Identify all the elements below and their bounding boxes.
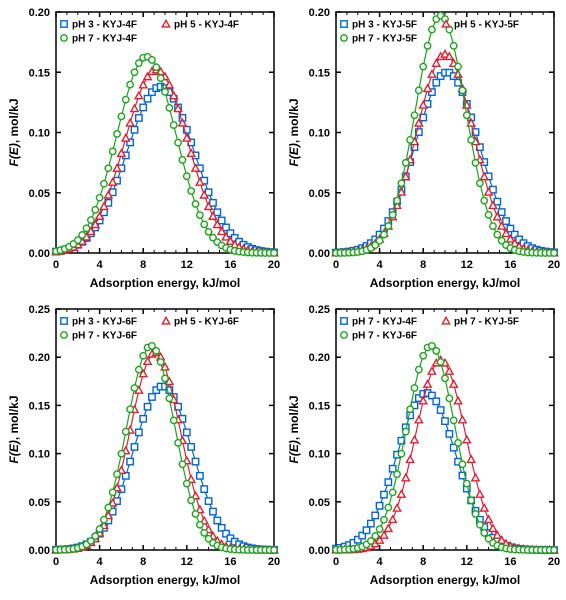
- svg-text:0.10: 0.10: [29, 128, 50, 140]
- svg-text:Adsorption energy, kJ/mol: Adsorption energy, kJ/mol: [370, 276, 520, 290]
- svg-text:16: 16: [224, 556, 236, 568]
- svg-text:12: 12: [181, 259, 193, 271]
- svg-text:Adsorption energy, kJ/mol: Adsorption energy, kJ/mol: [90, 573, 240, 587]
- svg-text:0: 0: [53, 556, 59, 568]
- svg-text:0.15: 0.15: [309, 400, 330, 412]
- svg-text:pH 5 - KYJ-4F: pH 5 - KYJ-4F: [174, 20, 239, 31]
- svg-text:8: 8: [140, 259, 146, 271]
- svg-text:20: 20: [548, 259, 560, 271]
- svg-text:pH 3 - KYJ-6F: pH 3 - KYJ-6F: [72, 317, 137, 328]
- svg-text:pH 7 - KYJ-5F: pH 7 - KYJ-5F: [454, 317, 519, 328]
- svg-text:pH 7 - KYJ-4F: pH 7 - KYJ-4F: [72, 34, 137, 45]
- svg-text:8: 8: [140, 556, 146, 568]
- svg-text:0.15: 0.15: [309, 67, 330, 79]
- svg-text:0.05: 0.05: [309, 188, 330, 200]
- chart-grid: 0 4 8 12 16 20 0.00 0.05 0.10 0.15 0.20 Adsorption …: [0, 0, 566, 600]
- svg-text:pH 3 - KYJ-5F: pH 3 - KYJ-5F: [352, 20, 417, 31]
- svg-text:20: 20: [548, 556, 560, 568]
- svg-text:F(E), mol/kJ: F(E), mol/kJ: [287, 98, 301, 166]
- svg-text:0.00: 0.00: [29, 545, 50, 557]
- svg-text:0.25: 0.25: [29, 304, 50, 316]
- svg-text:Adsorption energy, kJ/mol: Adsorption energy, kJ/mol: [370, 573, 520, 587]
- svg-text:12: 12: [181, 556, 193, 568]
- panel-bl-svg: 0 4 8 12 16 20 0.00 0.05 0.10 0.15 0.20 0.25 Adsorpt…: [4, 301, 282, 596]
- svg-text:pH 5 - KYJ-6F: pH 5 - KYJ-6F: [174, 317, 239, 328]
- panel-tr-svg: 0 4 8 12 16 20 0.00 0.05 0.10 0.15 0.20 Adsorption …: [284, 4, 562, 299]
- svg-text:0.15: 0.15: [29, 67, 50, 79]
- svg-text:16: 16: [224, 259, 236, 271]
- svg-text:0.20: 0.20: [29, 7, 50, 19]
- panel-br-svg: 0 4 8 12 16 20 0.00 0.05 0.10 0.15 0.20 0.25 Adsorpt…: [284, 301, 562, 596]
- svg-text:F(E), mol/kJ: F(E), mol/kJ: [287, 395, 301, 463]
- svg-text:20: 20: [268, 259, 280, 271]
- svg-text:12: 12: [461, 259, 473, 271]
- svg-text:20: 20: [268, 556, 280, 568]
- svg-text:pH 7 - KYJ-5F: pH 7 - KYJ-5F: [352, 34, 417, 45]
- svg-text:0.05: 0.05: [309, 497, 330, 509]
- svg-text:16: 16: [504, 259, 516, 271]
- svg-text:pH 5 - KYJ-5F: pH 5 - KYJ-5F: [454, 20, 519, 31]
- svg-text:8: 8: [420, 259, 426, 271]
- svg-text:4: 4: [97, 556, 104, 568]
- svg-text:0.15: 0.15: [29, 400, 50, 412]
- svg-text:Adsorption energy, kJ/mol: Adsorption energy, kJ/mol: [90, 276, 240, 290]
- svg-text:0.20: 0.20: [309, 7, 330, 19]
- svg-text:0.05: 0.05: [29, 188, 50, 200]
- svg-text:0: 0: [53, 259, 59, 271]
- svg-text:4: 4: [377, 259, 384, 271]
- panel-tl: 0 4 8 12 16 20 0.00 0.05 0.10 0.15 0.20 Adsorption …: [4, 4, 282, 299]
- svg-text:4: 4: [377, 556, 384, 568]
- panel-bl: 0 4 8 12 16 20 0.00 0.05 0.10 0.15 0.20 0.25 Adsorpt…: [4, 301, 282, 596]
- svg-text:0.10: 0.10: [309, 128, 330, 140]
- svg-text:0.20: 0.20: [309, 352, 330, 364]
- svg-text:0.10: 0.10: [29, 449, 50, 461]
- svg-text:0.10: 0.10: [309, 449, 330, 461]
- svg-text:0.20: 0.20: [29, 352, 50, 364]
- panel-tr: 0 4 8 12 16 20 0.00 0.05 0.10 0.15 0.20 Adsorption …: [284, 4, 562, 299]
- svg-text:pH 3 - KYJ-4F: pH 3 - KYJ-4F: [72, 20, 137, 31]
- svg-text:8: 8: [420, 556, 426, 568]
- svg-text:0.25: 0.25: [309, 304, 330, 316]
- svg-text:pH 7 - KYJ-6F: pH 7 - KYJ-6F: [72, 331, 137, 342]
- svg-text:0.00: 0.00: [29, 248, 50, 260]
- svg-text:0: 0: [333, 259, 339, 271]
- svg-text:pH 7 - KYJ-4F: pH 7 - KYJ-4F: [352, 317, 417, 328]
- svg-text:0: 0: [333, 556, 339, 568]
- svg-text:12: 12: [461, 556, 473, 568]
- svg-text:4: 4: [97, 259, 104, 271]
- svg-text:F(E), mol/kJ: F(E), mol/kJ: [7, 98, 21, 166]
- panel-br: 0 4 8 12 16 20 0.00 0.05 0.10 0.15 0.20 0.25 Adsorpt…: [284, 301, 562, 596]
- panel-tl-svg: 0 4 8 12 16 20 0.00 0.05 0.10 0.15 0.20 Adsorption …: [4, 4, 282, 299]
- svg-text:F(E), mol/kJ: F(E), mol/kJ: [7, 395, 21, 463]
- svg-text:0.00: 0.00: [309, 545, 330, 557]
- svg-text:0.00: 0.00: [309, 248, 330, 260]
- svg-text:16: 16: [504, 556, 516, 568]
- svg-text:0.05: 0.05: [29, 497, 50, 509]
- svg-text:pH 7 - KYJ-6F: pH 7 - KYJ-6F: [352, 331, 417, 342]
